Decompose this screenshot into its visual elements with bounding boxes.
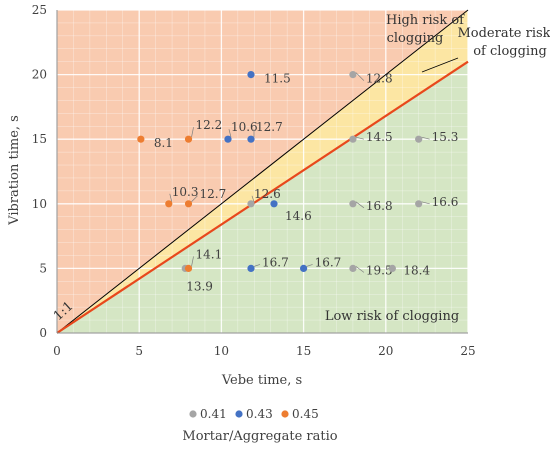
x-axis-title: Vebe time, s — [221, 373, 302, 388]
point-label-leader — [306, 264, 313, 267]
point-label-leader — [355, 266, 365, 273]
point-label-leader — [191, 256, 194, 267]
point-label-leader — [169, 193, 173, 202]
axes-layer: 0 5 10 15 20 25 0 5 10 15 20 25 — [32, 3, 476, 358]
x-tick-label: 20 — [378, 344, 393, 358]
point-label-leader — [191, 195, 198, 203]
legend-label-0-41: 0.41 — [200, 407, 227, 421]
y-tick-label: 10 — [32, 197, 47, 211]
x-tick-label: 15 — [296, 344, 311, 358]
data-point-0-45 — [184, 200, 193, 208]
data-point-0-43 — [300, 264, 308, 272]
x-tick-label: 25 — [460, 344, 475, 358]
data-point-0-41 — [415, 200, 423, 208]
region-labels-layer: High risk of clogging Moderate risk of c… — [51, 13, 550, 324]
point-label-leader — [228, 129, 232, 138]
data-label: 13.9 — [186, 279, 213, 293]
y-tick-label: 20 — [32, 68, 47, 82]
legend-title: Mortar/Aggregate ratio — [182, 429, 337, 444]
data-point-0-41 — [247, 200, 255, 208]
data-point-0-45 — [184, 264, 193, 272]
moderate-risk-label-line2: of clogging — [473, 44, 547, 59]
x-tick-label: 5 — [135, 344, 143, 358]
point-label-leader — [251, 195, 255, 202]
legend-label-0-45: 0.45 — [292, 407, 319, 421]
data-point-0-43 — [247, 71, 255, 79]
point-label-leader — [355, 136, 365, 140]
data-point-0-41 — [415, 135, 423, 143]
data-point-0-45 — [137, 135, 145, 143]
legend-marker-0-41 — [189, 410, 197, 418]
points-layer: 12.8 14.5 15.3 16.8 16.6 19.5 18.4 12.6 13.9 11.5… — [137, 71, 458, 293]
data-label: 12.7 — [200, 187, 227, 201]
legend-marker-0-43 — [235, 410, 243, 418]
data-label: 8.1 — [154, 136, 173, 150]
point-label-leader — [421, 201, 430, 205]
data-label: 12.6 — [254, 187, 281, 201]
data-label: 10.3 — [172, 185, 199, 199]
data-point-0-43 — [224, 135, 232, 143]
y-tick-label: 0 — [39, 326, 47, 340]
data-label: 15.3 — [432, 130, 459, 144]
data-label: 12.2 — [196, 118, 223, 132]
high-risk-label-line2: clogging — [387, 31, 444, 46]
data-point-0-41 — [349, 71, 357, 79]
data-label: 16.7 — [315, 255, 342, 269]
data-point-0-41 — [349, 135, 357, 143]
low-risk-label: Low risk of clogging — [325, 309, 459, 324]
data-label: 10.6 — [231, 120, 258, 134]
y-tick-label: 25 — [32, 3, 47, 17]
moderate-label-leader — [421, 57, 459, 73]
data-point-0-43 — [247, 135, 255, 143]
reference-lines-layer — [56, 9, 469, 334]
grid-layer — [56, 9, 469, 334]
y-tick-label: 5 — [39, 261, 47, 275]
data-point-0-45 — [165, 200, 173, 208]
data-label: 12.7 — [256, 120, 283, 134]
point-label-leader — [355, 72, 365, 81]
lower-boundary-line — [56, 60, 469, 334]
legend-marker-0-45 — [281, 410, 289, 418]
data-label: 14.6 — [285, 209, 312, 223]
y-tick-label: 15 — [32, 132, 47, 146]
y-axis-title: Vibration time, s — [7, 115, 22, 226]
data-label: 14.5 — [366, 130, 393, 144]
high-risk-label-line1: High risk of — [386, 13, 465, 28]
one-to-one-line — [56, 9, 469, 334]
data-point-0-41 — [349, 200, 357, 208]
point-label-leader — [421, 136, 430, 140]
data-label: 12.8 — [366, 72, 393, 86]
data-label: 11.5 — [264, 72, 291, 86]
data-point-0-43 — [270, 200, 278, 208]
moderate-risk-label-line1: Moderate risk — [457, 26, 550, 41]
point-label-leader — [253, 264, 261, 267]
data-label: 16.7 — [262, 255, 289, 269]
x-tick-label: 10 — [214, 344, 229, 358]
data-label: 16.6 — [432, 195, 459, 209]
point-label-leader — [355, 201, 365, 209]
data-point-0-43 — [247, 264, 255, 272]
legend: Mortar/Aggregate ratio 0.41 0.43 0.45 — [182, 407, 337, 444]
data-point-0-41 — [388, 264, 396, 272]
legend-label-0-43: 0.43 — [246, 407, 273, 421]
data-label: 14.1 — [196, 247, 223, 261]
data-label: 19.5 — [366, 263, 393, 277]
data-point-0-45 — [184, 135, 193, 143]
data-label: 16.8 — [366, 199, 393, 213]
data-label: 18.4 — [403, 263, 430, 277]
data-point-0-41 — [349, 264, 357, 272]
x-tick-label: 0 — [53, 344, 61, 358]
point-label-leader — [191, 127, 194, 138]
